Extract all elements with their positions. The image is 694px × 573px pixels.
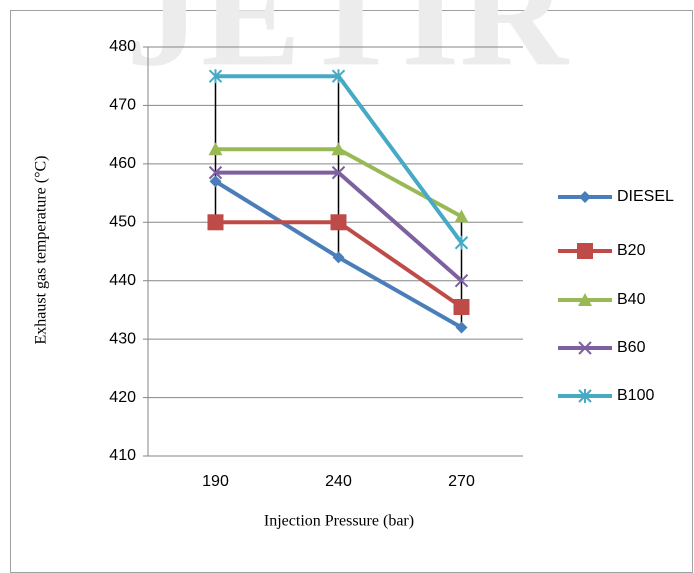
x-tick-label: 270 xyxy=(448,473,475,490)
y-tick-label: 460 xyxy=(109,155,136,172)
legend-marker xyxy=(577,243,593,259)
legend-label: DIESEL xyxy=(617,188,674,205)
y-tick-label: 430 xyxy=(109,330,136,347)
legend-label: B20 xyxy=(617,242,646,259)
y-tick-label: 410 xyxy=(109,447,136,464)
x-tick-label: 190 xyxy=(202,473,229,490)
y-tick-label: 480 xyxy=(109,38,136,55)
chart: JETIR Exhaust gas temperature (°C) Injec… xyxy=(0,0,694,573)
y-tick-label: 470 xyxy=(109,97,136,114)
legend-label: B40 xyxy=(617,291,646,308)
y-tick-label: 440 xyxy=(109,272,136,289)
marker xyxy=(208,214,224,230)
legend-label: B60 xyxy=(617,339,646,356)
x-tick-label: 240 xyxy=(325,473,352,490)
y-axis-label: Exhaust gas temperature (°C) xyxy=(33,156,50,345)
legend-label: B100 xyxy=(617,387,654,404)
x-axis-label: Injection Pressure (bar) xyxy=(264,513,414,530)
watermark: JETIR xyxy=(126,0,569,97)
marker xyxy=(454,299,470,315)
y-tick-label: 450 xyxy=(109,214,136,231)
y-tick-label: 420 xyxy=(109,389,136,406)
marker xyxy=(331,214,347,230)
